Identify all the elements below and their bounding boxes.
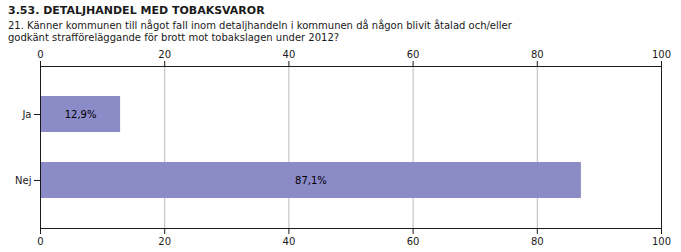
html-text:21. Känner kommunen till något: 21. Känner kommunen till något fall inom… [8, 20, 512, 43]
svg-text:100: 100 [652, 236, 671, 247]
svg-text:40: 40 [283, 236, 296, 247]
svg-text:0: 0 [37, 49, 43, 60]
svg-text:40: 40 [283, 49, 296, 60]
svg-text:20: 20 [158, 236, 171, 247]
svg-text:80: 80 [531, 236, 544, 247]
svg-text:Nej: Nej [15, 175, 31, 186]
svg-text:Ja: Ja [21, 109, 31, 120]
svg-text:87,1%: 87,1% [295, 175, 327, 186]
svg-text:60: 60 [407, 236, 420, 247]
svg-text:60: 60 [407, 49, 420, 60]
svg-text:80: 80 [531, 49, 544, 60]
svg-text:0: 0 [37, 236, 43, 247]
html-text:3.53. DETALJHANDEL MED TOBAKSV: 3.53. DETALJHANDEL MED TOBAKSVAROR [8, 4, 265, 17]
svg-text:12,9%: 12,9% [65, 109, 97, 120]
svg-text:100: 100 [652, 49, 671, 60]
svg-text:20: 20 [158, 49, 171, 60]
